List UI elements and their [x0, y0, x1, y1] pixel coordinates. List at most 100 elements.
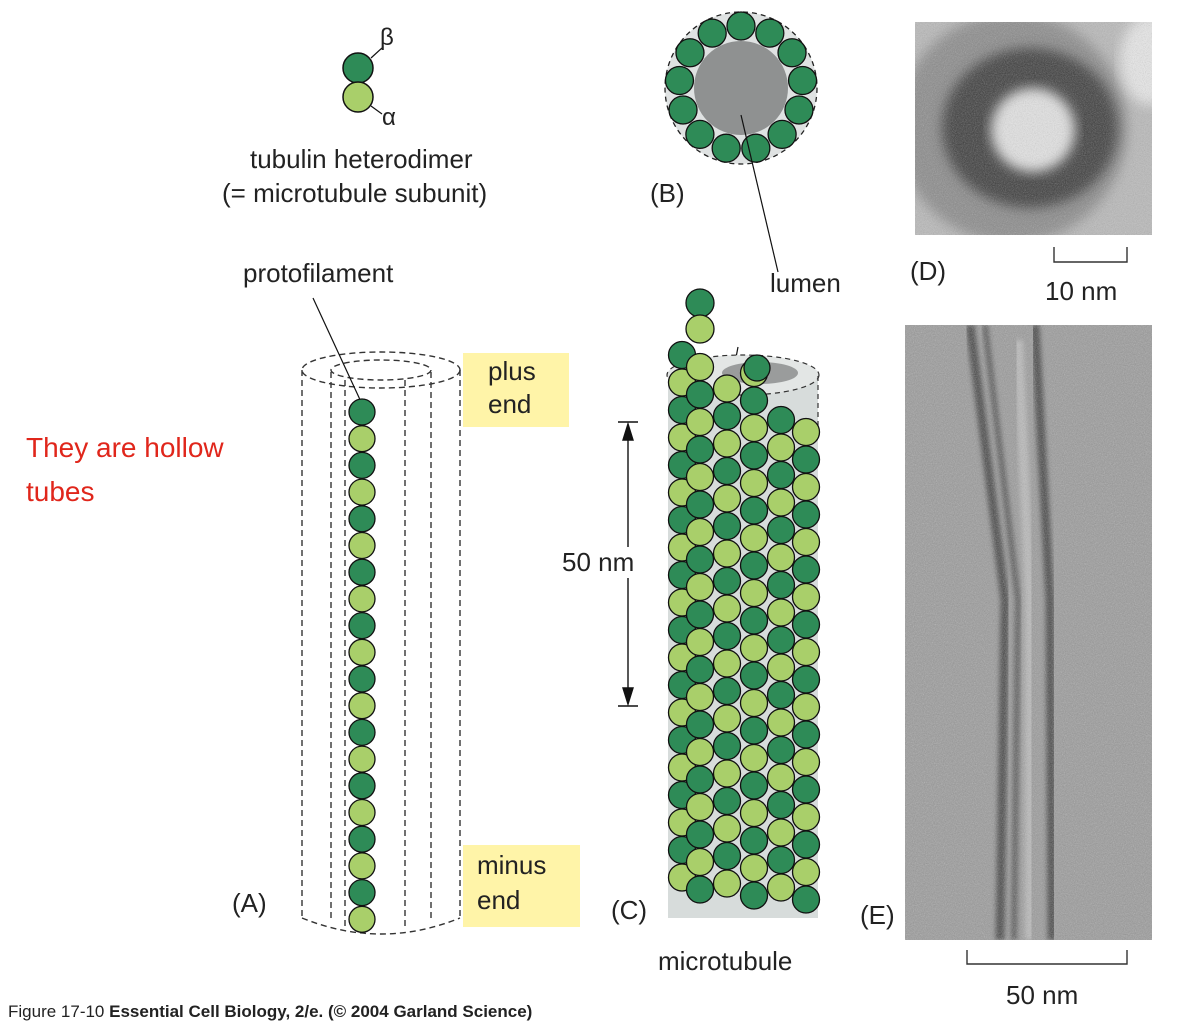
beta-label: β: [380, 24, 394, 51]
subunit: [685, 875, 715, 904]
lumen-pointer: [740, 114, 779, 273]
subunit: [791, 472, 821, 502]
alpha-label: α: [382, 104, 396, 131]
subunit: [791, 555, 821, 584]
subunit: [739, 771, 769, 800]
subunit: [685, 765, 715, 794]
subunit: [348, 451, 376, 480]
subunit: [685, 847, 715, 877]
subunit: [712, 841, 742, 871]
subunit: [712, 484, 742, 513]
subunit: [664, 65, 695, 96]
subunit: [739, 716, 769, 745]
subunit: [791, 500, 821, 529]
subunit: [712, 594, 742, 623]
subunit: [685, 820, 715, 849]
subunit: [685, 288, 715, 318]
subunit: [685, 407, 715, 437]
em-micrograph-d: [915, 22, 1152, 235]
subunit: [685, 737, 715, 767]
subunit: [791, 830, 821, 859]
subunit: [791, 610, 821, 639]
subunit: [739, 523, 769, 553]
subunit: [739, 743, 769, 773]
cylinder-a: [301, 351, 461, 935]
subunit: [348, 505, 376, 533]
minus-end-line1: minus: [477, 850, 547, 880]
subunit: [712, 786, 742, 816]
subunit: [766, 708, 796, 737]
protofilament-label: protofilament: [243, 258, 394, 288]
subunit: [348, 718, 376, 747]
scale-bar-d: [1053, 247, 1128, 263]
panel-e-label: (E): [860, 900, 895, 930]
subunit: [739, 881, 769, 910]
subunit: [739, 633, 769, 663]
subunit: [743, 354, 771, 382]
subunit: [712, 869, 742, 898]
subunit: [348, 398, 376, 426]
subunit: [348, 638, 376, 666]
length-label: 50 nm: [560, 547, 637, 578]
subunit: [712, 374, 742, 403]
subunit: [766, 845, 796, 875]
subunit: [712, 429, 742, 458]
protofilament-ring: [664, 11, 818, 163]
subunit: [712, 814, 742, 843]
hollow-tubes-note: They are hollow tubes: [26, 426, 224, 514]
subunit: [791, 527, 821, 557]
em-micrograph-e: [905, 325, 1152, 940]
subunit: [766, 488, 796, 517]
subunit: [685, 119, 715, 150]
subunit: [791, 637, 821, 667]
panel-b-label: (B): [650, 178, 685, 208]
subunit: [739, 386, 769, 415]
subunit: [766, 543, 796, 572]
subunit: [766, 763, 796, 792]
subunit: [348, 585, 376, 613]
subunit: [348, 665, 376, 693]
subunit: [791, 582, 821, 612]
heterodimer-icon: [342, 47, 383, 115]
subunit: [685, 572, 715, 602]
subunit: [791, 747, 821, 777]
plus-end-line1: plus: [488, 356, 536, 386]
heterodimer-subtitle: (= microtubule subunit): [222, 178, 488, 208]
subunit: [791, 857, 821, 887]
scale-bar-e: [966, 950, 1128, 965]
subunit: [712, 539, 742, 568]
subunit: [766, 460, 796, 490]
subunit: [712, 566, 742, 596]
subunit: [766, 570, 796, 600]
protofilament-pointer: [312, 297, 363, 405]
subunit: [685, 435, 715, 464]
subunit: [685, 380, 715, 409]
subunit: [348, 878, 376, 907]
subunit: [739, 496, 769, 525]
subunit: [348, 852, 376, 880]
subunit: [348, 611, 376, 640]
subunit: [685, 314, 715, 344]
subunit: [784, 95, 814, 125]
subunit: [712, 759, 742, 788]
subunit: [777, 38, 807, 68]
subunit: [766, 790, 796, 820]
subunit: [767, 119, 797, 150]
minus-end-badge: minus end: [463, 845, 580, 927]
subunit: [685, 490, 715, 519]
subunit: [712, 731, 742, 761]
subunit: [766, 873, 796, 902]
panel-c-label: (C): [611, 895, 648, 925]
subunit: [739, 578, 769, 608]
subunit: [685, 710, 715, 739]
subunit: [766, 680, 796, 710]
subunit: [348, 692, 376, 720]
caption-source: Essential Cell Biology, 2/e. (© 2004 Gar…: [109, 1002, 533, 1021]
subunit: [791, 665, 821, 694]
subunit: [712, 676, 742, 706]
subunit: [685, 352, 715, 382]
panel-d-label: (D): [910, 256, 947, 286]
subunit: [348, 531, 376, 560]
subunit: [739, 798, 769, 828]
subunit: [739, 551, 769, 580]
